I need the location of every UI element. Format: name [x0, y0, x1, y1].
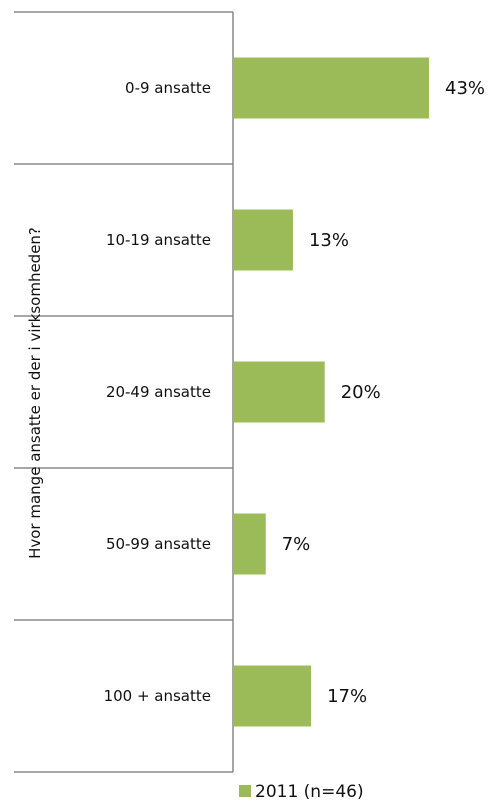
chart-frame [14, 11, 234, 773]
category-label: 100 + ansatte [104, 687, 211, 705]
bar [234, 513, 266, 575]
value-label: 20% [341, 382, 381, 403]
category-label: 10-19 ansatte [106, 231, 211, 249]
category-label: 50-99 ansatte [106, 535, 211, 553]
value-label: 17% [327, 686, 367, 707]
category-label: 20-49 ansatte [106, 383, 211, 401]
bar [234, 57, 429, 119]
bar [234, 209, 293, 271]
value-label: 43% [445, 78, 485, 99]
legend: 2011 (n=46) [239, 782, 364, 802]
value-label: 13% [309, 230, 349, 251]
category-label: 0-9 ansatte [125, 79, 211, 97]
bar [234, 361, 325, 423]
value-label: 7% [282, 534, 311, 555]
bar [234, 665, 312, 727]
value-labels: 43% 13% 20% 7% 17% [282, 78, 485, 707]
legend-swatch [239, 785, 251, 797]
legend-label: 2011 (n=46) [255, 782, 364, 802]
bars [234, 57, 429, 727]
category-labels: 0-9 ansatte 10-19 ansatte 20-49 ansatte 50-… [104, 79, 211, 705]
y-axis-title: Hvor mange ansatte er der i virksomheden… [26, 227, 44, 559]
